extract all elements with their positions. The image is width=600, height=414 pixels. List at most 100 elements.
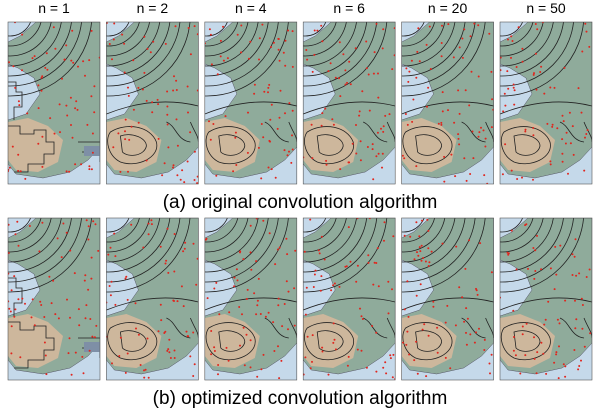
station-dot bbox=[557, 377, 560, 380]
station-dot bbox=[173, 270, 176, 273]
station-dot bbox=[269, 118, 272, 121]
station-dot bbox=[264, 315, 267, 318]
station-dot bbox=[227, 359, 230, 362]
station-dot bbox=[458, 112, 461, 115]
station-dot bbox=[521, 333, 524, 336]
station-dot bbox=[93, 336, 96, 339]
panel-border bbox=[302, 21, 396, 185]
station-dot bbox=[488, 32, 491, 35]
station-dot bbox=[501, 173, 504, 176]
column-label: n = 20 bbox=[428, 0, 468, 16]
station-dot bbox=[556, 318, 559, 321]
panel-border bbox=[106, 21, 199, 185]
station-dot bbox=[167, 146, 170, 149]
station-dot bbox=[268, 83, 271, 86]
station-dot bbox=[11, 145, 14, 148]
station-dot bbox=[426, 218, 429, 221]
contour bbox=[204, 218, 269, 273]
station-dot bbox=[226, 57, 229, 60]
station-dot bbox=[189, 355, 192, 358]
station-dot bbox=[580, 359, 582, 362]
station-dot bbox=[253, 92, 256, 95]
station-dot bbox=[172, 166, 174, 169]
station-dot bbox=[267, 166, 270, 169]
station-dot bbox=[490, 70, 493, 73]
contour bbox=[8, 22, 52, 57]
station-dot bbox=[333, 338, 336, 341]
station-dot bbox=[249, 339, 252, 342]
contour bbox=[500, 218, 534, 243]
station-dot bbox=[465, 307, 468, 310]
station-dot bbox=[555, 351, 558, 354]
contour bbox=[401, 22, 466, 77]
station-dot bbox=[360, 315, 363, 318]
station-dot bbox=[259, 313, 262, 315]
station-dot bbox=[114, 303, 117, 306]
station-dot bbox=[507, 87, 510, 90]
station-dot bbox=[376, 131, 379, 134]
station-dot bbox=[17, 100, 20, 103]
station-dot bbox=[574, 327, 577, 330]
station-dot bbox=[544, 318, 547, 321]
station-dot bbox=[457, 133, 460, 136]
station-dot bbox=[360, 349, 363, 352]
contour bbox=[303, 22, 378, 87]
station-dot bbox=[332, 322, 335, 325]
station-dot bbox=[66, 114, 69, 117]
station-dot bbox=[506, 70, 509, 73]
station-dot bbox=[92, 220, 95, 223]
station-dot bbox=[380, 127, 382, 130]
station-dot bbox=[247, 111, 249, 114]
station-dot bbox=[477, 24, 480, 27]
station-dot bbox=[425, 375, 428, 378]
station-dot bbox=[41, 221, 44, 224]
station-dot bbox=[255, 313, 258, 316]
station-dot bbox=[402, 341, 404, 344]
station-dot bbox=[324, 107, 327, 110]
contour bbox=[106, 297, 199, 361]
station-dot bbox=[186, 85, 189, 88]
station-dot bbox=[564, 142, 567, 145]
station-dot bbox=[210, 330, 213, 332]
station-dot bbox=[274, 176, 277, 179]
station-dot bbox=[46, 68, 49, 71]
station-dot bbox=[309, 218, 312, 221]
station-dot bbox=[565, 131, 568, 134]
station-dot bbox=[83, 279, 86, 282]
station-dot bbox=[317, 249, 320, 252]
station-dot bbox=[375, 331, 378, 334]
station-dot bbox=[483, 174, 486, 177]
column-label: n = 4 bbox=[235, 0, 267, 16]
station-dot bbox=[536, 351, 539, 354]
station-dot bbox=[349, 83, 352, 86]
station-dot bbox=[137, 333, 140, 336]
station-dot bbox=[534, 249, 537, 252]
station-dot bbox=[270, 46, 272, 48]
station-dot bbox=[56, 237, 59, 240]
station-dot bbox=[267, 311, 270, 314]
contour bbox=[204, 101, 297, 165]
station-dot bbox=[578, 365, 581, 367]
station-dot bbox=[449, 367, 452, 370]
station-dot bbox=[88, 168, 91, 171]
station-dot bbox=[427, 229, 430, 232]
station-dot bbox=[468, 239, 470, 242]
station-dot bbox=[513, 336, 515, 338]
station-dot bbox=[53, 132, 56, 135]
station-dot bbox=[186, 160, 189, 163]
station-dot bbox=[521, 47, 524, 50]
station-dot bbox=[533, 72, 535, 75]
station-dot bbox=[376, 247, 379, 250]
station-dot bbox=[114, 255, 117, 258]
station-dot bbox=[14, 22, 16, 24]
station-dot bbox=[511, 40, 514, 42]
contour bbox=[500, 22, 534, 47]
station-dot bbox=[291, 109, 294, 112]
station-dot bbox=[470, 70, 473, 73]
station-dot bbox=[403, 157, 406, 160]
contour bbox=[303, 22, 347, 57]
station-dot bbox=[303, 250, 306, 253]
station-dot bbox=[344, 83, 347, 86]
station-dot bbox=[68, 170, 71, 173]
station-dot bbox=[545, 372, 548, 375]
